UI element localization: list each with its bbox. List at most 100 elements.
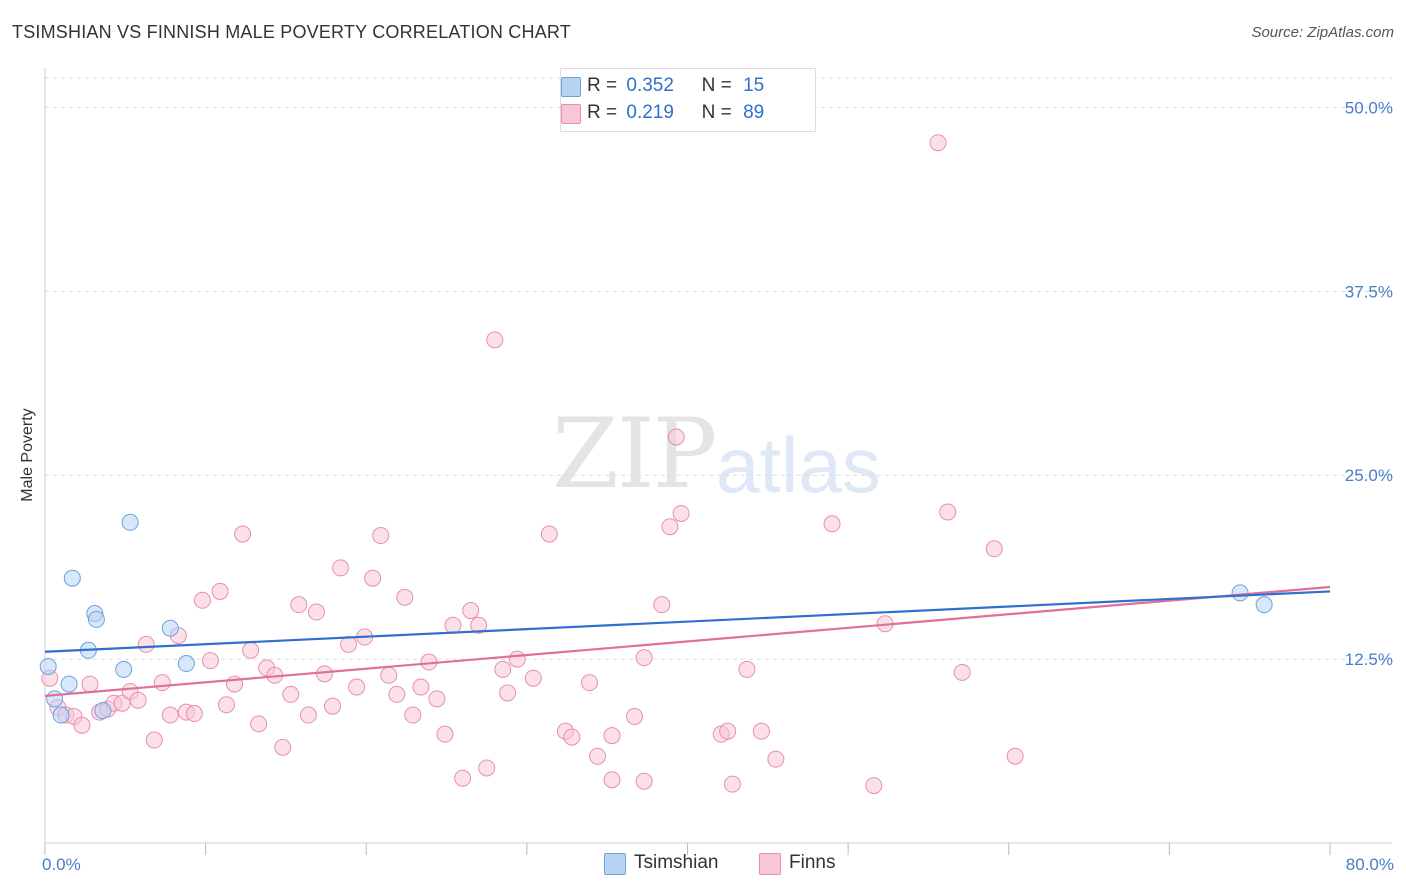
finns-point — [404, 706, 422, 724]
tsimshian-point — [1231, 584, 1249, 602]
chart-title: TSIMSHIAN VS FINNISH MALE POVERTY CORREL… — [12, 22, 571, 42]
finns-point — [340, 635, 358, 653]
n-value: 15 — [743, 75, 765, 96]
finns-point — [454, 769, 472, 787]
finns-point — [603, 771, 621, 789]
finns-point — [719, 722, 737, 740]
finns-point — [985, 540, 1003, 558]
finns-swatch — [561, 104, 581, 124]
x-tick-label: 80.0% — [1346, 855, 1394, 874]
finns-point — [211, 582, 229, 600]
tsimshian-point — [60, 675, 78, 693]
finns-point — [444, 616, 462, 634]
finns-point — [603, 727, 621, 745]
y-tick-label: 25.0% — [1345, 466, 1393, 485]
finns-point — [625, 707, 643, 725]
finns-point — [540, 525, 558, 543]
finns-point — [524, 669, 542, 687]
finns-point — [282, 685, 300, 703]
finns-point — [113, 694, 131, 712]
finns-point — [661, 518, 679, 536]
finns-point — [153, 674, 171, 692]
n-value: 89 — [743, 102, 765, 123]
n-label: N = — [701, 75, 732, 96]
finns-point — [929, 134, 947, 152]
finns-point — [653, 596, 671, 614]
finns-point — [185, 705, 203, 723]
legend-row-finns: R = 0.219 N = 89 — [561, 102, 765, 126]
tsimshian-legend-label: Tsimshian — [634, 852, 719, 873]
finns-point — [589, 747, 607, 765]
finns-point — [478, 759, 496, 777]
finns-point — [242, 641, 260, 659]
finns-point — [723, 775, 741, 793]
finns-point — [635, 649, 653, 667]
r-label: R = — [587, 75, 618, 96]
bottom-legend-tsimshian: Tsimshian — [604, 852, 719, 875]
tsimshian-point — [115, 660, 133, 678]
finns-point — [738, 660, 756, 678]
tsimshian-point — [121, 513, 139, 531]
finns-point — [161, 706, 179, 724]
tsimshian-point — [63, 569, 81, 587]
r-value: 0.219 — [626, 102, 674, 123]
finns-point — [1006, 747, 1024, 765]
finns-point — [752, 722, 770, 740]
finns-point — [428, 690, 446, 708]
finns-point — [348, 678, 366, 696]
finns-point — [145, 731, 163, 749]
legend-row-tsimshian: R = 0.352 N = 15 — [561, 75, 765, 99]
x-tick-label: 0.0% — [42, 855, 81, 874]
finns-point — [563, 728, 581, 746]
finns-point — [436, 725, 454, 743]
finns-trend-line — [44, 585, 1331, 697]
finns-point — [508, 650, 526, 668]
finns-point — [581, 674, 599, 692]
r-value: 0.352 — [626, 75, 674, 96]
tsimshian-point — [52, 706, 70, 724]
finns-point — [635, 772, 653, 790]
finns-point — [865, 777, 883, 795]
tsimshian-point — [39, 657, 57, 675]
finns-point — [73, 716, 91, 734]
tsimshian-point — [1255, 596, 1273, 614]
finns-point — [290, 596, 308, 614]
tsimshian-point — [87, 610, 105, 628]
finns-point — [388, 685, 406, 703]
finns-point — [129, 691, 147, 709]
finns-point — [953, 663, 971, 681]
finns-point — [412, 678, 430, 696]
watermark-atlas: atlas — [716, 421, 881, 509]
finns-point — [250, 715, 268, 733]
tsimshian-swatch — [561, 77, 581, 97]
finns-point — [486, 331, 504, 349]
finns-point — [299, 706, 317, 724]
tsimshian-point — [94, 702, 112, 720]
tsimshian-point — [46, 690, 64, 708]
finns-point — [193, 591, 211, 609]
y-tick-label: 12.5% — [1345, 650, 1393, 669]
tsimshian-point — [161, 619, 179, 637]
finns-point — [372, 527, 390, 545]
finns-point — [470, 616, 488, 634]
tsimshian-legend-swatch — [604, 853, 626, 875]
y-tick-label: 50.0% — [1345, 98, 1393, 117]
finns-legend-swatch — [759, 853, 781, 875]
finns-point — [499, 684, 517, 702]
finns-point — [218, 696, 236, 714]
finns-point — [494, 660, 512, 678]
finns-point — [364, 569, 382, 587]
source-label: Source: ZipAtlas.com — [1251, 24, 1394, 41]
finns-point — [315, 665, 333, 683]
finns-point — [380, 666, 398, 684]
finns-point — [823, 515, 841, 533]
y-tick-label: 37.5% — [1345, 282, 1393, 301]
finns-point — [672, 504, 690, 522]
finns-point — [201, 652, 219, 670]
finns-point — [667, 428, 685, 446]
finns-point — [137, 635, 155, 653]
correlation-legend: R = 0.352 N = 15 R = 0.219 N = 89 — [560, 68, 816, 132]
finns-point — [234, 525, 252, 543]
watermark-zip: ZIP — [552, 398, 717, 510]
